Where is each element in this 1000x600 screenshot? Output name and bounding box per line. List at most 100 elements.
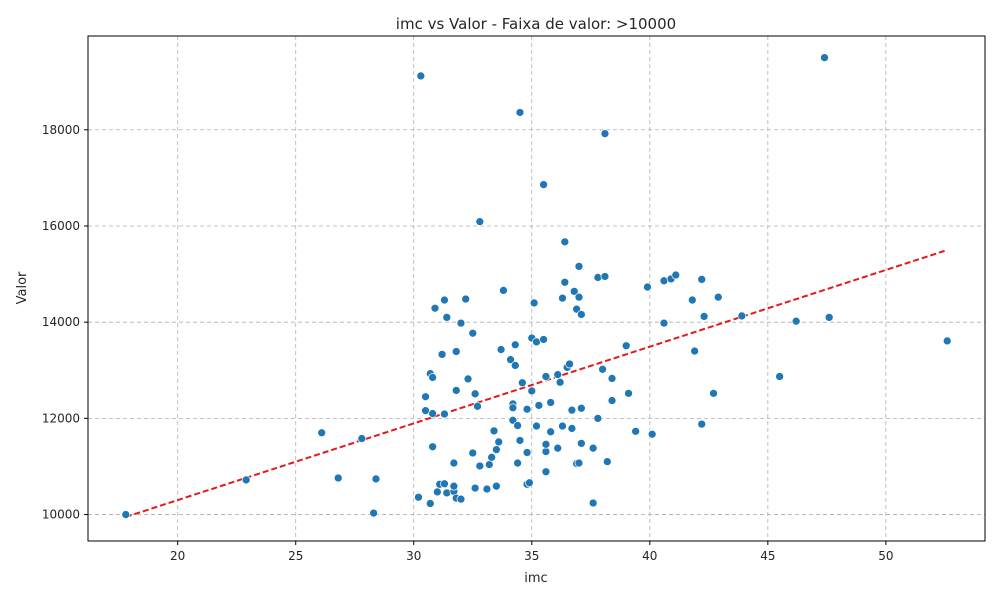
data-point	[121, 510, 131, 519]
data-point	[574, 458, 584, 468]
data-point	[600, 129, 610, 138]
data-point	[527, 386, 537, 396]
data-point	[713, 292, 723, 302]
data-point	[499, 286, 508, 295]
data-point	[487, 452, 496, 462]
data-point	[621, 341, 631, 351]
data-point	[593, 273, 603, 282]
data-points	[121, 53, 952, 519]
data-point	[541, 467, 551, 477]
data-point	[470, 483, 480, 493]
data-point	[697, 275, 707, 284]
data-point	[428, 442, 437, 452]
plot-frame	[87, 35, 986, 542]
data-point	[437, 350, 447, 359]
data-point	[449, 458, 459, 468]
data-point	[440, 295, 449, 305]
data-point	[600, 272, 610, 281]
data-point	[414, 492, 423, 502]
data-point	[440, 479, 449, 489]
data-point	[539, 335, 548, 344]
data-point	[709, 388, 718, 398]
data-point	[333, 473, 343, 483]
data-point	[484, 460, 494, 469]
data-point	[456, 494, 466, 504]
data-point	[506, 355, 515, 365]
data-point	[574, 262, 584, 271]
data-point	[442, 488, 452, 498]
chart-title: imc vs Valor - Faixa de valor: >10000	[396, 15, 676, 33]
y-tick-label: 12000	[42, 411, 80, 425]
data-point	[468, 448, 478, 458]
data-point	[522, 448, 532, 457]
data-point	[565, 359, 574, 369]
data-point	[602, 457, 612, 466]
data-point	[607, 374, 617, 383]
data-point	[791, 316, 801, 326]
data-point	[449, 481, 459, 491]
data-point	[576, 403, 586, 413]
data-point	[560, 277, 570, 287]
data-point	[567, 424, 577, 433]
data-point	[643, 282, 652, 292]
data-point	[451, 386, 461, 395]
data-point	[532, 421, 541, 431]
data-point	[624, 388, 633, 398]
data-point	[560, 237, 570, 247]
data-point	[494, 437, 504, 447]
data-point	[451, 347, 461, 356]
x-tick-label: 40	[642, 549, 657, 563]
y-tick-label: 18000	[42, 123, 80, 137]
data-point	[697, 419, 707, 429]
data-point	[541, 439, 551, 449]
data-point	[430, 303, 440, 313]
data-point	[357, 434, 367, 443]
data-point	[541, 447, 551, 456]
x-tick-label: 30	[406, 549, 421, 563]
data-point	[482, 484, 492, 494]
data-point	[647, 429, 657, 439]
data-point	[529, 298, 539, 308]
y-axis-ticks: 10000 12000 14000 16000 18000	[42, 123, 88, 522]
data-point	[534, 401, 544, 410]
data-point	[440, 409, 449, 419]
data-point	[659, 276, 669, 286]
data-point	[607, 396, 617, 405]
data-point	[371, 474, 381, 484]
data-point	[475, 461, 485, 471]
x-tick-label: 50	[878, 549, 893, 563]
data-point	[513, 458, 522, 468]
data-point	[461, 294, 471, 304]
data-point	[588, 498, 598, 508]
data-point	[631, 426, 640, 436]
data-point	[442, 313, 452, 322]
x-axis-label: imc	[524, 571, 547, 586]
data-point	[510, 340, 520, 350]
data-point	[470, 389, 480, 399]
data-point	[492, 445, 501, 454]
data-point	[369, 508, 378, 518]
data-point	[824, 313, 834, 322]
data-point	[541, 372, 551, 381]
data-point	[456, 318, 466, 328]
data-point	[489, 426, 499, 436]
data-point	[687, 295, 697, 305]
data-point	[508, 403, 518, 413]
data-point	[671, 270, 681, 280]
x-tick-label: 35	[524, 549, 539, 563]
x-tick-label: 45	[760, 549, 775, 563]
data-point	[576, 439, 586, 448]
data-point	[517, 378, 527, 388]
data-point	[942, 336, 952, 346]
x-axis-ticks: 20 25 30 35 40 45 50	[170, 541, 893, 563]
data-point	[576, 310, 586, 319]
data-point	[513, 421, 522, 430]
data-point	[598, 364, 607, 374]
data-point	[421, 392, 430, 402]
data-point	[241, 475, 251, 485]
data-point	[425, 499, 435, 508]
data-point	[525, 478, 534, 488]
data-point	[553, 370, 563, 379]
data-point	[433, 487, 442, 497]
